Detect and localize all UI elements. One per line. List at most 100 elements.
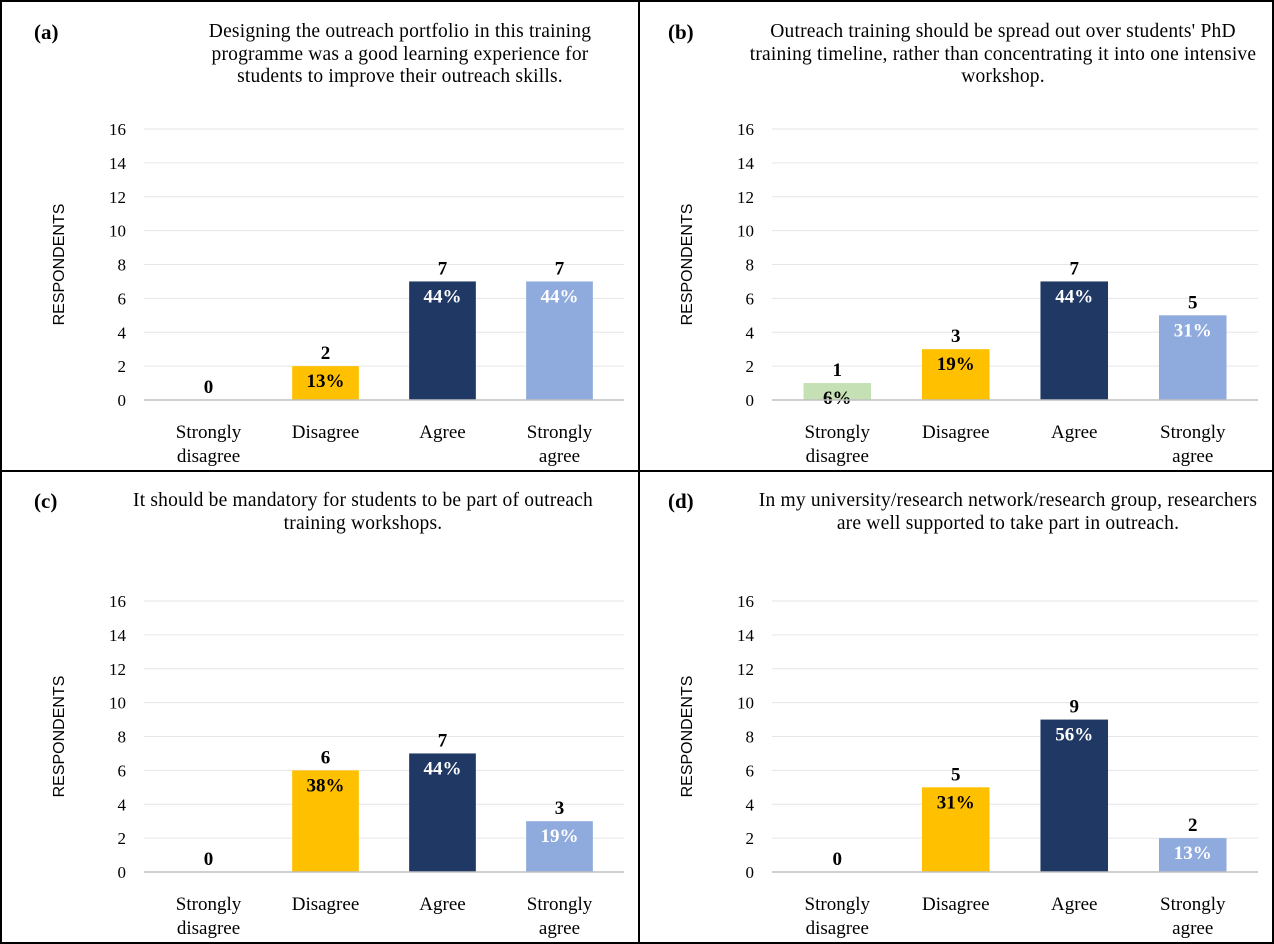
y-tick-label: 12 <box>737 188 754 207</box>
y-tick-label: 10 <box>737 694 754 713</box>
panel-c: (c) It should be mandatory for students … <box>0 470 640 944</box>
category-label: Agree <box>1051 422 1097 443</box>
y-tick-label: 0 <box>746 391 755 410</box>
bar <box>1040 281 1109 400</box>
y-tick-label: 16 <box>737 592 754 611</box>
y-tick-label: 12 <box>737 660 754 679</box>
y-tick-label: 14 <box>109 626 127 645</box>
percent-label: 19% <box>937 354 975 375</box>
value-label: 7 <box>438 258 448 279</box>
bar-chart: RESPONDENTS 0 2 4 6 8 10 12 14 16 1 6% Strongly disag… <box>679 120 1258 467</box>
y-tick-label: 2 <box>118 357 127 376</box>
panel-b: (b) Outreach training should be spread o… <box>638 0 1274 472</box>
panel-a: (a) Designing the outreach portfolio in … <box>0 0 640 472</box>
percent-label: 44% <box>541 286 579 307</box>
value-label: 3 <box>555 798 565 819</box>
panel-letter: (a) <box>34 20 59 44</box>
bar <box>1158 315 1227 400</box>
value-label: 2 <box>1188 815 1198 836</box>
y-tick-label: 14 <box>737 154 755 173</box>
y-tick-label: 6 <box>746 761 755 780</box>
y-tick-label: 8 <box>746 256 755 275</box>
value-label: 9 <box>1070 697 1080 718</box>
category-label: Strongly agree <box>1160 422 1226 467</box>
y-tick-label: 14 <box>109 154 127 173</box>
category-label: Strongly disagree <box>176 422 242 467</box>
percent-label: 38% <box>307 775 345 796</box>
bar <box>803 383 872 400</box>
percent-label: 44% <box>424 286 462 307</box>
y-axis-label: RESPONDENTS <box>679 204 696 326</box>
y-tick-label: 6 <box>746 289 755 308</box>
percent-label: 31% <box>1174 320 1212 341</box>
y-tick-label: 16 <box>109 592 126 611</box>
category-label: Strongly agree <box>527 422 593 467</box>
bar <box>409 281 476 400</box>
percent-label: 13% <box>1174 843 1212 864</box>
bar <box>1158 838 1227 872</box>
y-tick-label: 4 <box>746 795 755 814</box>
category-label: Strongly disagree <box>805 894 871 939</box>
panel-d: (d) In my university/research network/re… <box>638 470 1274 944</box>
category-label: Disagree <box>922 894 990 915</box>
y-axis-label: RESPONDENTS <box>679 676 696 798</box>
y-tick-label: 6 <box>118 761 127 780</box>
y-tick-label: 2 <box>746 829 755 848</box>
category-label: Disagree <box>292 422 360 443</box>
y-tick-label: 0 <box>118 391 127 410</box>
y-tick-label: 2 <box>118 829 127 848</box>
y-tick-label: 8 <box>118 256 127 275</box>
y-tick-label: 2 <box>746 357 755 376</box>
value-label: 5 <box>951 764 961 785</box>
value-label: 0 <box>833 849 843 870</box>
y-tick-label: 14 <box>737 626 755 645</box>
y-tick-label: 16 <box>737 120 754 139</box>
category-label: Strongly disagree <box>805 422 871 467</box>
category-label: Agree <box>419 894 465 915</box>
value-label: 7 <box>1070 258 1080 279</box>
panel-letter: (d) <box>668 489 694 513</box>
value-label: 7 <box>555 258 565 279</box>
category-label: Strongly agree <box>1160 894 1226 939</box>
y-axis-label: RESPONDENTS <box>51 204 68 326</box>
bar <box>409 753 476 872</box>
y-tick-label: 4 <box>118 795 127 814</box>
value-label: 3 <box>951 326 961 347</box>
percent-label: 31% <box>937 792 975 813</box>
y-tick-label: 10 <box>109 222 126 241</box>
percent-label: 19% <box>541 826 579 847</box>
value-label: 7 <box>438 730 448 751</box>
y-tick-label: 0 <box>118 863 127 882</box>
bar-chart: RESPONDENTS 0 2 4 6 8 10 12 14 16 0 Strongly disagre… <box>679 592 1258 939</box>
value-label: 2 <box>321 343 331 364</box>
bar <box>292 770 359 872</box>
y-tick-label: 6 <box>118 289 127 308</box>
bar <box>1040 719 1109 872</box>
y-tick-label: 8 <box>746 728 755 747</box>
percent-label: 13% <box>307 371 345 392</box>
bar <box>526 281 593 400</box>
category-label: Strongly agree <box>527 894 593 939</box>
category-label: Agree <box>1051 894 1097 915</box>
panel-title: Designing the outreach portfolio in this… <box>208 21 592 87</box>
category-label: Agree <box>419 422 465 443</box>
value-label: 0 <box>204 849 214 870</box>
y-tick-label: 8 <box>118 728 127 747</box>
y-tick-label: 4 <box>746 323 755 342</box>
value-label: 0 <box>204 377 214 398</box>
percent-label: 44% <box>424 758 462 779</box>
bar-chart: RESPONDENTS 0 2 4 6 8 10 12 14 16 0 Strongly disagre… <box>51 592 624 939</box>
panel-title: Outreach training should be spread out o… <box>749 21 1257 87</box>
bar <box>921 787 990 872</box>
bar <box>921 349 990 400</box>
bar <box>526 821 593 872</box>
bar-chart: RESPONDENTS 0 2 4 6 8 10 12 14 16 0 Strongly disagre… <box>51 120 624 467</box>
y-tick-label: 10 <box>737 222 754 241</box>
value-label: 1 <box>833 360 843 381</box>
y-tick-label: 16 <box>109 120 126 139</box>
panel-letter: (c) <box>34 489 58 513</box>
percent-label: 6% <box>823 388 852 409</box>
y-tick-label: 12 <box>109 660 126 679</box>
category-label: Disagree <box>922 422 990 443</box>
